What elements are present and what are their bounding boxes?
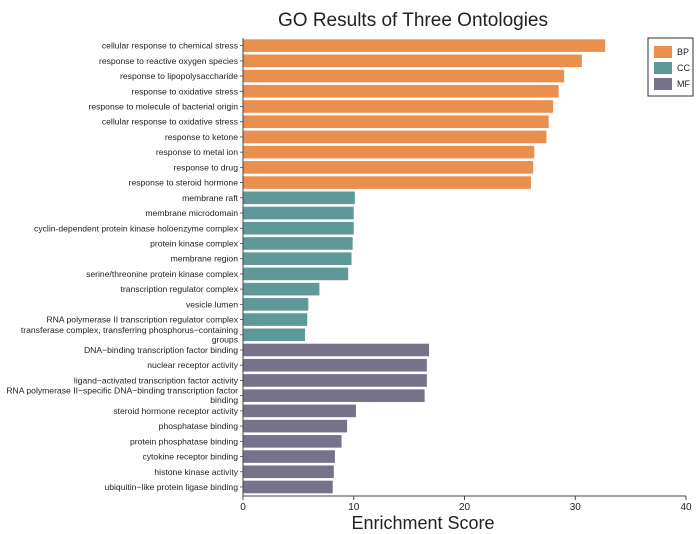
x-tick-label: 30 — [570, 502, 582, 513]
bar-cc — [243, 328, 306, 342]
bar-mf — [243, 435, 342, 448]
category-label: steroid hormone receptor activity — [113, 406, 238, 416]
category-label: serine/threonine protein kinase complex — [86, 269, 239, 279]
category-label: ligand−activated transcription factor ac… — [74, 375, 239, 385]
bar-cc — [243, 313, 308, 326]
bar-bp — [243, 145, 535, 159]
bar-mf — [243, 374, 427, 387]
chart-title: GO Results of Three Ontologies — [278, 10, 548, 31]
bar-cc — [243, 267, 349, 281]
bar-bp — [243, 130, 547, 144]
category-label: histone kinase activity — [154, 467, 238, 477]
category-label: nuclear receptor activity — [147, 360, 238, 370]
bar-cc — [243, 298, 309, 311]
legend-label-bp: BP — [677, 47, 689, 57]
bar-mf — [243, 465, 334, 479]
category-label: membrane region — [171, 254, 239, 264]
category-label: response to oxidative stress — [131, 86, 238, 96]
x-tick-label: 40 — [680, 502, 692, 513]
category-label: binding — [210, 395, 238, 405]
legend-swatch-bp — [654, 46, 672, 58]
category-label: transferase complex, transferring phosph… — [21, 325, 238, 335]
bar-bp — [243, 54, 582, 68]
category-label: cytokine receptor binding — [142, 452, 238, 462]
bar-mf — [243, 343, 430, 357]
category-label: response to steroid hormone — [129, 178, 239, 188]
legend-swatch-cc — [654, 62, 672, 74]
bar-cc — [243, 252, 352, 265]
legend-label-cc: CC — [677, 63, 690, 73]
category-label: RNA polymerase II−specific DNA−binding t… — [6, 386, 238, 396]
category-label: RNA polymerase II transcription regulato… — [46, 315, 238, 325]
category-label: response to metal ion — [156, 147, 238, 157]
x-tick-label: 10 — [348, 502, 360, 513]
bar-mf — [243, 404, 356, 418]
bar-cc — [243, 206, 354, 220]
legend-swatch-mf — [654, 78, 672, 90]
x-axis-label: Enrichment Score — [351, 513, 494, 533]
category-label: response to drug — [174, 162, 239, 172]
category-label: cellular response to oxidative stress — [102, 117, 238, 127]
category-label: phosphatase binding — [159, 421, 239, 431]
x-tick-label: 20 — [459, 502, 471, 513]
category-label: transcription regulator complex — [120, 284, 238, 294]
bar-cc — [243, 282, 320, 296]
category-label: protein kinase complex — [150, 238, 239, 248]
category-label: cellular response to chemical stress — [102, 41, 238, 51]
bar-cc — [243, 191, 355, 205]
bar-bp — [243, 176, 531, 189]
x-axis: 0 10 20 30 40 — [240, 38, 692, 513]
bar-mf — [243, 480, 333, 494]
bar-mf — [243, 358, 427, 372]
category-label: ubiquitin−like protein ligase binding — [104, 482, 238, 492]
bar-bp — [243, 100, 554, 113]
category-label: response to reactive oxygen species — [99, 56, 238, 66]
bar-bp — [243, 84, 559, 98]
bar-cc — [243, 221, 354, 235]
bar-bp — [243, 161, 534, 174]
bars-layer — [243, 39, 606, 494]
category-label: response to ketone — [165, 132, 238, 142]
legend-label-mf: MF — [677, 79, 690, 89]
bar-mf — [243, 450, 335, 463]
bar-bp — [243, 39, 606, 52]
category-label: membrane microdomain — [145, 208, 238, 218]
category-label: membrane raft — [182, 193, 238, 203]
bar-bp — [243, 69, 565, 83]
bar-mf — [243, 389, 425, 402]
bar-cc — [243, 237, 353, 250]
category-label: response to lipopolysaccharide — [120, 71, 238, 81]
legend: BP CC MF — [647, 37, 694, 97]
category-label: protein phosphatase binding — [130, 436, 238, 446]
category-labels: cellular response to chemical stress resp… — [6, 41, 243, 492]
category-label: vesicle lumen — [186, 299, 238, 309]
category-label: DNA−binding transcription factor binding — [84, 345, 238, 355]
category-label: response to molecule of bacterial origin — [88, 101, 238, 111]
category-label: groups — [212, 334, 238, 344]
bar-bp — [243, 115, 549, 129]
category-label: cyclin-dependent protein kinase holoenzy… — [34, 223, 239, 233]
x-tick-label: 0 — [240, 502, 246, 513]
bar-mf — [243, 419, 348, 433]
